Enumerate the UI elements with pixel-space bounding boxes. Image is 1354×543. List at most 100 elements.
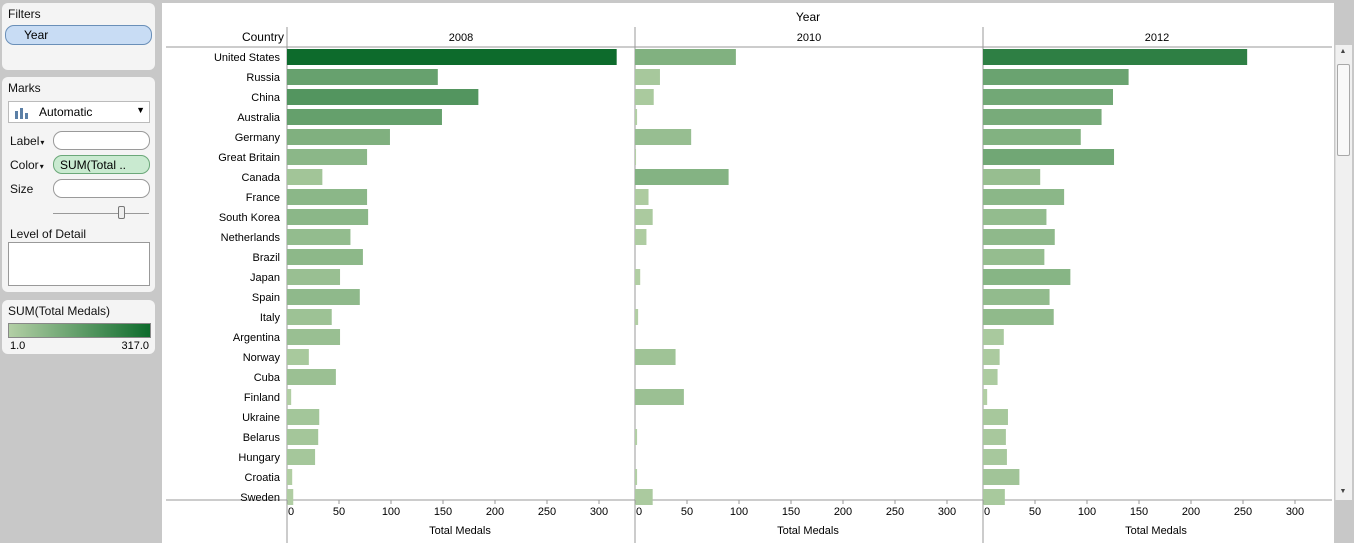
row-label: United States [214, 52, 281, 64]
bar [983, 89, 1113, 105]
bar [635, 429, 638, 445]
bar [983, 489, 1005, 505]
bar [287, 269, 341, 285]
bar [983, 369, 998, 385]
bar [287, 129, 390, 145]
scrollbar-thumb[interactable] [1337, 64, 1350, 156]
tick-label: 300 [938, 506, 956, 518]
bar [287, 149, 368, 165]
bar [287, 469, 293, 485]
bar [635, 109, 638, 125]
tick-label: 150 [782, 506, 800, 518]
color-pill[interactable]: SUM(Total .. [53, 155, 150, 174]
level-of-detail-label: Level of Detail [10, 227, 87, 241]
panel-header: 2010 [797, 32, 821, 44]
bar [287, 449, 316, 465]
level-of-detail-box[interactable] [8, 242, 150, 286]
tick-label: 0 [636, 506, 642, 518]
label-drop-field[interactable] [53, 131, 150, 150]
color-shelf[interactable]: Color▾ [10, 158, 44, 172]
caret-down-icon: ▾ [39, 162, 44, 171]
size-slider-track[interactable] [53, 213, 149, 214]
bar [983, 309, 1054, 325]
bar [983, 469, 1020, 485]
bar [287, 369, 336, 385]
bar [983, 289, 1050, 305]
x-axis-label: Total Medals [1125, 525, 1187, 537]
tick-label: 150 [1130, 506, 1148, 518]
bar [635, 69, 660, 85]
tick-label: 200 [834, 506, 852, 518]
tick-label: 150 [434, 506, 452, 518]
scroll-up-icon[interactable]: ▲ [1339, 48, 1347, 55]
bar [287, 229, 351, 245]
tick-label: 100 [730, 506, 748, 518]
tick-label: 50 [1029, 506, 1041, 518]
bar [287, 249, 363, 265]
bar [635, 269, 641, 285]
bar [983, 69, 1129, 85]
bar [983, 109, 1102, 125]
tick-label: 100 [1078, 506, 1096, 518]
chevron-down-icon: ▼ [136, 105, 145, 115]
mark-type-dropdown[interactable]: Automatic ▼ [8, 101, 150, 123]
row-label: China [251, 92, 281, 104]
marks-panel: Marks Automatic ▼ Label▾ Color▾ SUM(Tota… [2, 77, 155, 292]
tick-label: 300 [590, 506, 608, 518]
legend-gradient [8, 323, 151, 338]
bar [287, 289, 360, 305]
color-legend-panel: SUM(Total Medals) 1.0 317.0 [2, 300, 155, 354]
bar [287, 409, 320, 425]
bar-chart-icon [15, 108, 28, 119]
size-shelf-label: Size [10, 182, 34, 196]
vertical-scrollbar[interactable] [1335, 45, 1352, 500]
row-label: Hungary [238, 452, 280, 464]
medals-chart: Year Country United States Russia China Aus… [166, 10, 1332, 543]
row-label: Finland [244, 392, 280, 404]
x-axis-label: Total Medals [429, 525, 491, 537]
legend-min: 1.0 [10, 340, 26, 352]
tick-label: 250 [538, 506, 556, 518]
bar [287, 49, 617, 65]
bar [287, 329, 341, 345]
bar [983, 329, 1004, 345]
bar [287, 109, 442, 125]
row-label: Norway [243, 352, 281, 364]
bar [287, 389, 292, 405]
bar [635, 89, 654, 105]
row-label: South Korea [219, 212, 281, 224]
bar [635, 189, 649, 205]
tick-label: 250 [886, 506, 904, 518]
size-drop-field[interactable] [53, 179, 150, 198]
bar [287, 489, 294, 505]
row-label: Japan [250, 272, 280, 284]
marks-title: Marks [8, 81, 41, 95]
row-label: France [246, 192, 280, 204]
bar [983, 129, 1081, 145]
row-label: Croatia [245, 472, 281, 484]
size-slider-thumb[interactable] [118, 206, 125, 219]
year-filter-pill[interactable]: Year [5, 25, 152, 45]
label-shelf[interactable]: Label▾ [10, 134, 44, 148]
bar [635, 169, 729, 185]
bar [983, 49, 1248, 65]
row-label: Australia [237, 112, 281, 124]
filters-panel: Filters Year [2, 3, 155, 70]
tick-label: 250 [1234, 506, 1252, 518]
tick-label: 50 [681, 506, 693, 518]
row-label: Netherlands [221, 232, 281, 244]
row-label: Great Britain [218, 152, 280, 164]
row-label: Argentina [233, 332, 281, 344]
bar [983, 229, 1055, 245]
x-axis-label: Total Medals [777, 525, 839, 537]
legend-title: SUM(Total Medals) [8, 304, 111, 318]
row-label: Ukraine [242, 412, 280, 424]
tick-label: 0 [984, 506, 990, 518]
bar [983, 249, 1045, 265]
scroll-down-icon[interactable]: ▼ [1339, 488, 1347, 495]
bar [635, 489, 653, 505]
panel-header: 2008 [449, 32, 473, 44]
row-label: Cuba [254, 372, 281, 384]
bar [635, 389, 684, 405]
tick-label: 50 [333, 506, 345, 518]
